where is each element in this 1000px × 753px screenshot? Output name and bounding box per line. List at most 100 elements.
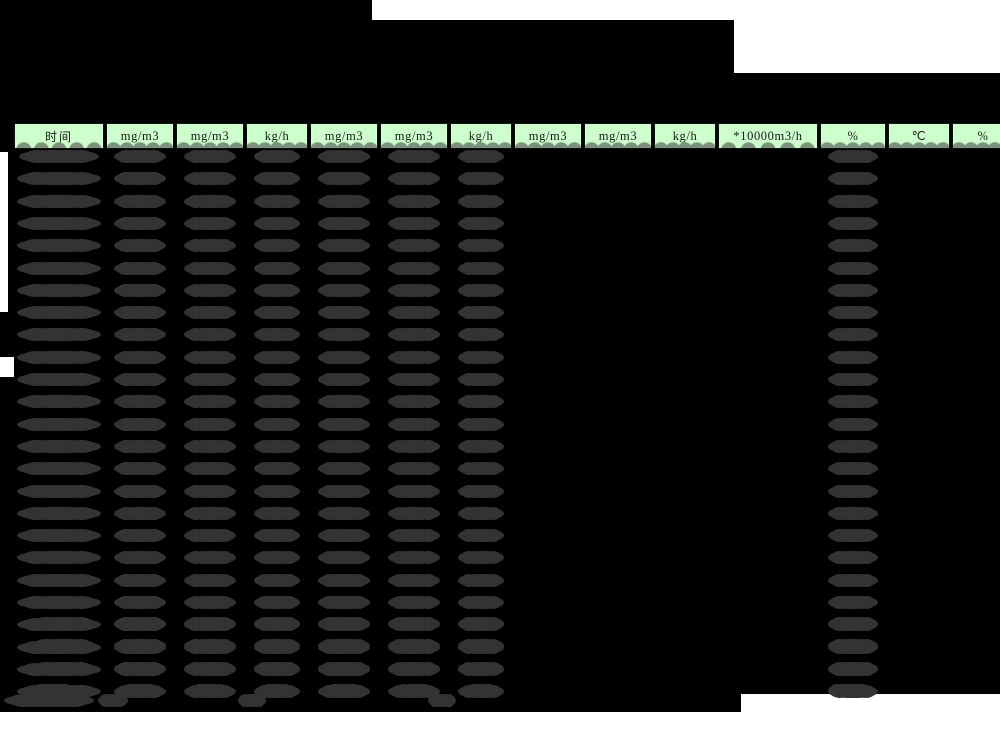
redacted-cell-col-06[interactable] (388, 217, 440, 230)
redacted-cell-col-time[interactable] (17, 529, 101, 542)
redacted-cell-col-07[interactable] (458, 217, 504, 230)
redacted-cell-col-03[interactable] (184, 373, 236, 386)
redacted-cell-col-02[interactable] (114, 418, 166, 431)
redacted-tail-cell-col-05[interactable] (325, 684, 363, 697)
redacted-cell-col-05[interactable] (318, 373, 370, 386)
redacted-cell-col-time[interactable] (17, 485, 101, 498)
redacted-cell-col-04[interactable] (254, 239, 300, 252)
redacted-cell-col-07[interactable] (458, 262, 504, 275)
redacted-tail-cell-col-time[interactable] (30, 662, 96, 675)
redacted-cell-col-12[interactable] (828, 373, 878, 386)
redacted-cell-col-05[interactable] (318, 507, 370, 520)
redacted-cell-col-04[interactable] (254, 195, 300, 208)
redacted-cell-col-07[interactable] (458, 195, 504, 208)
redacted-cell-col-02[interactable] (114, 395, 166, 408)
redacted-cell-col-04[interactable] (254, 373, 300, 386)
header-cell-col-04[interactable]: kg/h (246, 123, 308, 149)
redacted-cell-col-06[interactable] (388, 262, 440, 275)
redacted-cell-col-03[interactable] (184, 306, 236, 319)
redacted-tail-cell-col-07[interactable] (458, 639, 504, 652)
redacted-cell-col-03[interactable] (184, 596, 236, 609)
redacted-cell-col-04[interactable] (254, 529, 300, 542)
redacted-cell-col-03[interactable] (184, 172, 236, 185)
redacted-cell-col-02[interactable] (114, 262, 166, 275)
redacted-cell-col-time[interactable] (17, 172, 101, 185)
redacted-cell-col-06[interactable] (388, 150, 440, 163)
header-cell-col-14[interactable]: % (952, 123, 1000, 149)
redacted-tail-cell-col-07[interactable] (465, 684, 497, 697)
redacted-tail-cell-col-time[interactable] (30, 639, 96, 652)
redacted-cell-col-03[interactable] (184, 351, 236, 364)
redacted-cell-col-12[interactable] (828, 262, 878, 275)
header-cell-col-11[interactable]: *10000m3/h (718, 123, 818, 149)
redacted-cell-col-03[interactable] (184, 507, 236, 520)
redacted-cell-col-05[interactable] (318, 217, 370, 230)
redacted-cell-col-02[interactable] (114, 217, 166, 230)
redacted-cell-col-03[interactable] (184, 284, 236, 297)
redacted-tail-cell-col-02[interactable] (114, 639, 166, 652)
redacted-cell-col-04[interactable] (254, 507, 300, 520)
header-cell-col-12[interactable]: % (820, 123, 886, 149)
redacted-cell-col-05[interactable] (318, 195, 370, 208)
redacted-cell-col-07[interactable] (458, 418, 504, 431)
redacted-cell-col-03[interactable] (184, 150, 236, 163)
redacted-cell-col-time[interactable] (17, 418, 101, 431)
redacted-cell-col-07[interactable] (458, 462, 504, 475)
redacted-cell-col-time[interactable] (17, 328, 101, 341)
redacted-cell-col-12[interactable] (828, 596, 878, 609)
redacted-footer-label[interactable] (4, 694, 94, 707)
redacted-cell-col-06[interactable] (388, 195, 440, 208)
redacted-cell-col-time[interactable] (17, 195, 101, 208)
redacted-cell-col-05[interactable] (318, 551, 370, 564)
redacted-cell-col-02[interactable] (114, 284, 166, 297)
redacted-cell-col-07[interactable] (458, 306, 504, 319)
redacted-cell-col-12[interactable] (828, 485, 878, 498)
redacted-cell-col-04[interactable] (254, 462, 300, 475)
redacted-cell-col-time[interactable] (17, 306, 101, 319)
redacted-cell-col-04[interactable] (254, 395, 300, 408)
redacted-cell-col-12[interactable] (828, 195, 878, 208)
header-cell-col-07[interactable]: kg/h (450, 123, 512, 149)
redacted-cell-col-04[interactable] (254, 418, 300, 431)
header-cell-col-10[interactable]: kg/h (654, 123, 716, 149)
redacted-tail-cell-col-06[interactable] (388, 617, 440, 630)
redacted-cell-col-04[interactable] (254, 551, 300, 564)
redacted-tail-cell-col-02[interactable] (114, 662, 166, 675)
redacted-cell-col-05[interactable] (318, 440, 370, 453)
header-cell-col-05[interactable]: mg/m3 (310, 123, 378, 149)
redacted-cell-col-05[interactable] (318, 172, 370, 185)
redacted-cell-col-time[interactable] (17, 262, 101, 275)
redacted-cell-col-12[interactable] (828, 351, 878, 364)
redacted-cell-col-06[interactable] (388, 172, 440, 185)
redacted-tail-cell-col-time[interactable] (30, 617, 96, 630)
redacted-cell-col-05[interactable] (318, 150, 370, 163)
redacted-cell-col-04[interactable] (254, 172, 300, 185)
redacted-cell-col-03[interactable] (184, 485, 236, 498)
redacted-cell-col-05[interactable] (318, 485, 370, 498)
redacted-tail-cell-col-03[interactable] (191, 684, 229, 697)
redacted-cell-col-05[interactable] (318, 574, 370, 587)
redacted-cell-col-05[interactable] (318, 306, 370, 319)
redacted-tail-cell-col-12[interactable] (828, 684, 862, 697)
redacted-tail-cell-col-12[interactable] (828, 617, 878, 630)
redacted-cell-col-03[interactable] (184, 239, 236, 252)
redacted-footer-extra-b[interactable] (428, 694, 456, 707)
header-cell-col-08[interactable]: mg/m3 (514, 123, 582, 149)
redacted-cell-col-12[interactable] (828, 440, 878, 453)
redacted-cell-col-07[interactable] (458, 596, 504, 609)
redacted-cell-col-02[interactable] (114, 150, 166, 163)
redacted-tail-cell-col-03[interactable] (184, 617, 236, 630)
redacted-cell-col-04[interactable] (254, 150, 300, 163)
redacted-cell-col-05[interactable] (318, 395, 370, 408)
redacted-tail-cell-col-05[interactable] (318, 662, 370, 675)
redacted-tail-cell-col-07[interactable] (458, 617, 504, 630)
redacted-cell-col-02[interactable] (114, 195, 166, 208)
redacted-cell-col-time[interactable] (17, 284, 101, 297)
header-cell-col-02[interactable]: mg/m3 (106, 123, 174, 149)
redacted-cell-col-time[interactable] (17, 239, 101, 252)
redacted-cell-col-12[interactable] (828, 574, 878, 587)
redacted-cell-col-time[interactable] (17, 462, 101, 475)
redacted-cell-col-06[interactable] (388, 351, 440, 364)
redacted-cell-col-07[interactable] (458, 351, 504, 364)
redacted-cell-col-07[interactable] (458, 395, 504, 408)
